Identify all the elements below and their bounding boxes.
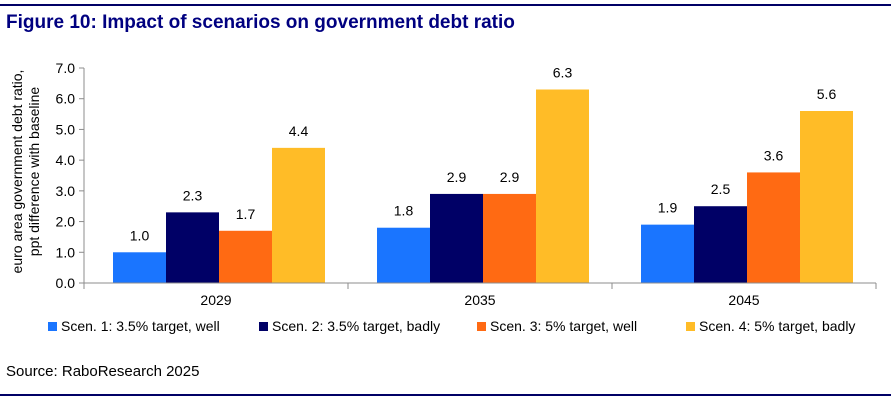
y-tick-label: 0.0 xyxy=(56,275,76,291)
data-label: 2.5 xyxy=(711,181,731,197)
data-label: 4.4 xyxy=(289,123,309,139)
legend: Scen. 1: 3.5% target, well Scen. 2: 3.5% … xyxy=(48,318,855,334)
x-tick-label: 2035 xyxy=(464,292,495,308)
figure-title: Figure 10: Impact of scenarios on govern… xyxy=(6,12,515,33)
legend-swatch xyxy=(48,322,57,331)
bar xyxy=(113,252,166,283)
bar xyxy=(641,224,694,283)
bar xyxy=(694,206,747,283)
legend-label: Scen. 3: 5% target, well xyxy=(490,318,637,334)
source-note: Source: RaboResearch 2025 xyxy=(6,363,200,380)
legend-label: Scen. 4: 5% target, badly xyxy=(699,318,855,334)
bottom-rule xyxy=(0,394,891,396)
y-tick-label: 4.0 xyxy=(56,152,76,168)
y-axis-label-line: ppt difference with baseline xyxy=(26,87,42,257)
y-tick-label: 6.0 xyxy=(56,91,76,107)
data-label: 2.3 xyxy=(183,187,203,203)
x-tick-label: 2029 xyxy=(200,292,231,308)
y-tick-label: 2.0 xyxy=(56,214,76,230)
bars xyxy=(113,89,853,283)
legend-label: Scen. 1: 3.5% target, well xyxy=(61,318,220,334)
bar xyxy=(483,193,536,283)
data-label: 1.7 xyxy=(236,206,256,222)
bar-chart: euro area government debt ratio, ppt diff… xyxy=(9,60,877,334)
bar xyxy=(166,212,219,283)
y-tick-label: 3.0 xyxy=(56,183,76,199)
x-tick-label: 2045 xyxy=(728,292,759,308)
y-axis-label-line: euro area government debt ratio, xyxy=(9,70,25,274)
bar xyxy=(272,147,325,283)
data-label: 1.0 xyxy=(130,227,150,243)
y-axis-ticks: 0.0 1.0 2.0 3.0 4.0 5.0 6.0 7.0 xyxy=(56,60,84,291)
legend-label: Scen. 2: 3.5% target, badly xyxy=(272,318,440,334)
bar xyxy=(377,227,430,283)
y-axis-label: euro area government debt ratio, ppt diff… xyxy=(9,70,42,274)
data-label: 1.9 xyxy=(658,200,678,216)
axes xyxy=(83,68,876,284)
data-label: 5.6 xyxy=(817,86,837,102)
data-label: 3.6 xyxy=(764,147,784,163)
legend-swatch xyxy=(477,322,486,331)
bar xyxy=(219,230,272,283)
y-tick-label: 5.0 xyxy=(56,121,76,137)
y-tick-label: 1.0 xyxy=(56,244,76,260)
bar xyxy=(430,193,483,283)
data-labels: 1.0 2.3 1.7 4.4 1.8 2.9 2.9 6.3 1.9 2.5 3.6 5.6 xyxy=(130,65,837,244)
x-axis-ticks: 2029 2035 2045 xyxy=(83,283,877,308)
bar xyxy=(800,111,853,283)
data-label: 2.9 xyxy=(500,169,520,185)
data-label: 6.3 xyxy=(553,65,573,81)
y-tick-label: 7.0 xyxy=(56,60,76,76)
data-label: 1.8 xyxy=(394,203,414,219)
bar xyxy=(747,172,800,283)
bar xyxy=(536,89,589,283)
legend-swatch xyxy=(686,322,695,331)
top-rule xyxy=(0,4,891,6)
data-label: 2.9 xyxy=(447,169,467,185)
legend-swatch xyxy=(259,322,268,331)
